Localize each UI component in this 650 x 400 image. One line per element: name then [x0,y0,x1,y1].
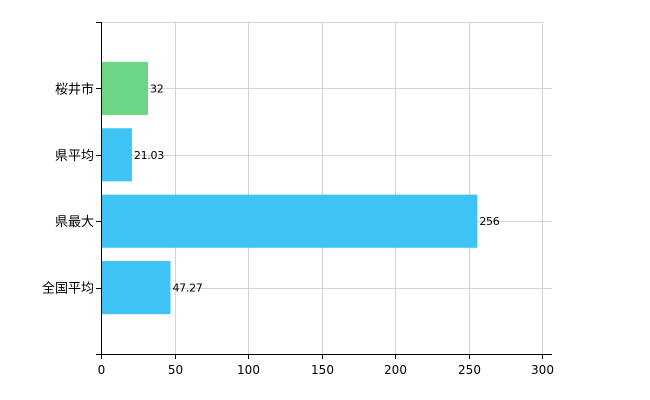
bars [101,61,478,315]
data-label: 256 [479,215,499,228]
category-label: 県平均 [55,149,94,164]
category-label: 県最大 [55,215,94,230]
labels: 0 50 100 150 200 250 300 32 桜井市 21.03 県平均 256 県最大 47.… [42,81,554,377]
bar [101,194,478,248]
data-label: 32 [150,82,163,95]
bar [101,261,171,315]
x-tick-label: 300 [531,363,554,377]
x-tick-label: 250 [458,363,481,377]
x-tick-label: 200 [384,363,407,377]
bar [101,128,132,182]
category-label: 全国平均 [42,281,94,297]
x-tick-label: 50 [168,363,183,377]
x-tick-label: 0 [98,363,106,377]
category-label: 桜井市 [55,81,94,97]
bar [101,61,149,115]
x-tick-label: 100 [237,363,260,377]
axes [96,22,552,359]
data-label: 21.03 [134,149,164,162]
data-label: 47.27 [172,282,202,295]
x-tick-label: 150 [311,363,334,377]
